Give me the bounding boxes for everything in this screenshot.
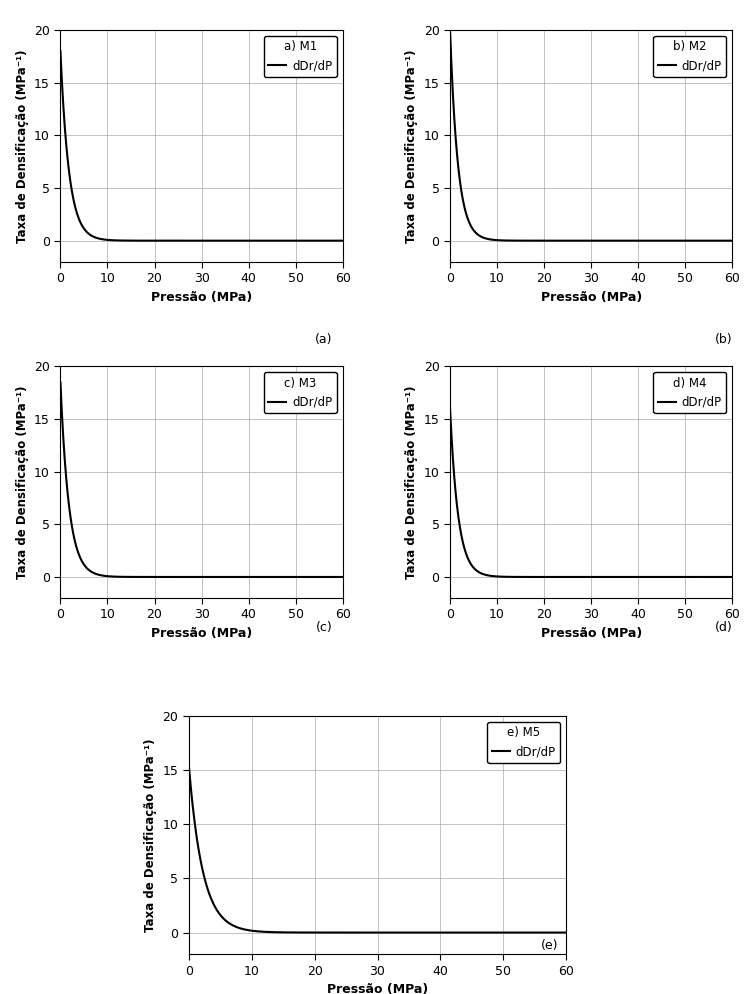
X-axis label: Pressão (MPa): Pressão (MPa) xyxy=(327,983,428,994)
Legend: dDr/dP: dDr/dP xyxy=(263,372,337,414)
Y-axis label: Taxa de Densificação (MPa⁻¹): Taxa de Densificação (MPa⁻¹) xyxy=(405,386,418,579)
X-axis label: Pressão (MPa): Pressão (MPa) xyxy=(151,290,252,304)
X-axis label: Pressão (MPa): Pressão (MPa) xyxy=(541,290,642,304)
X-axis label: Pressão (MPa): Pressão (MPa) xyxy=(541,627,642,640)
Y-axis label: Taxa de Densificação (MPa⁻¹): Taxa de Densificação (MPa⁻¹) xyxy=(405,49,418,243)
Text: (e): (e) xyxy=(541,939,559,952)
Text: (b): (b) xyxy=(715,333,732,346)
Y-axis label: Taxa de Densificação (MPa⁻¹): Taxa de Densificação (MPa⁻¹) xyxy=(144,739,157,931)
Legend: dDr/dP: dDr/dP xyxy=(487,722,560,763)
Y-axis label: Taxa de Densificação (MPa⁻¹): Taxa de Densificação (MPa⁻¹) xyxy=(16,386,29,579)
Text: (d): (d) xyxy=(714,621,732,634)
X-axis label: Pressão (MPa): Pressão (MPa) xyxy=(151,627,252,640)
Legend: dDr/dP: dDr/dP xyxy=(653,36,726,78)
Legend: dDr/dP: dDr/dP xyxy=(263,36,337,78)
Legend: dDr/dP: dDr/dP xyxy=(653,372,726,414)
Text: (c): (c) xyxy=(316,621,332,634)
Y-axis label: Taxa de Densificação (MPa⁻¹): Taxa de Densificação (MPa⁻¹) xyxy=(16,49,29,243)
Text: (a): (a) xyxy=(315,333,332,346)
